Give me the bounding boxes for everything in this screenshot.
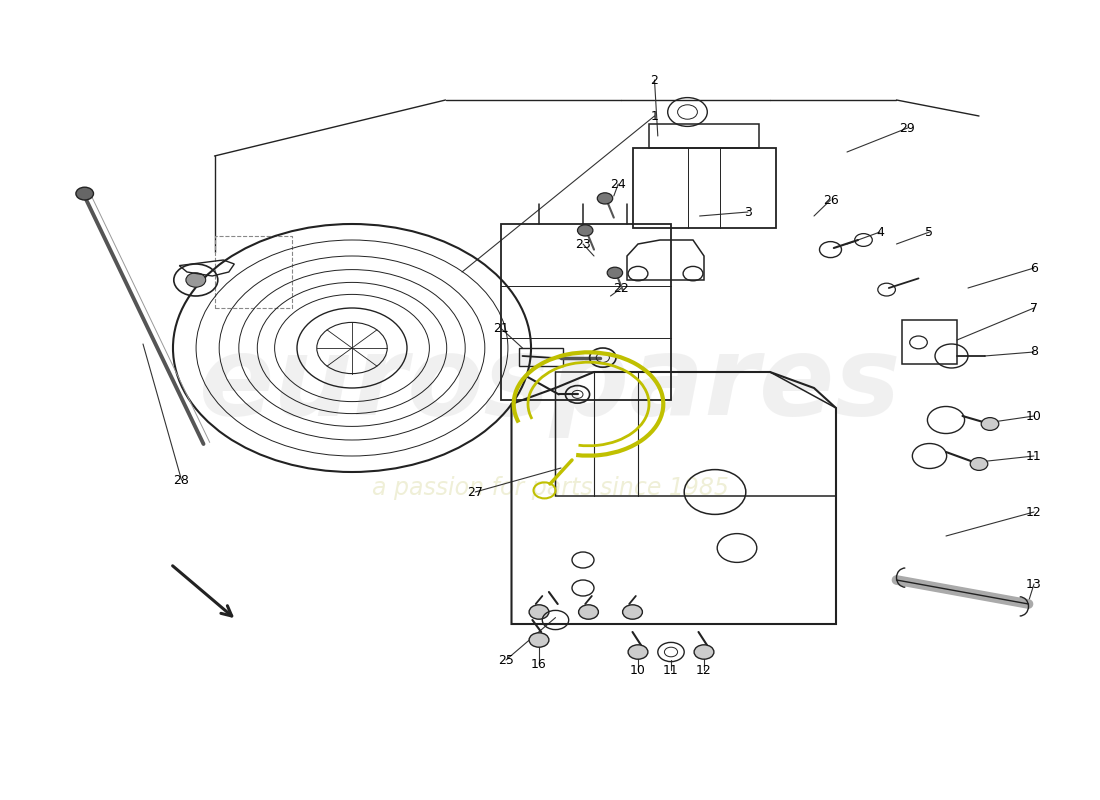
Text: 27: 27: [468, 486, 483, 498]
Circle shape: [597, 193, 613, 204]
Text: 24: 24: [610, 178, 626, 190]
Circle shape: [579, 605, 598, 619]
Circle shape: [76, 187, 94, 200]
Text: 10: 10: [1026, 410, 1042, 422]
Text: a passion for parts since 1985: a passion for parts since 1985: [372, 476, 728, 500]
Text: 29: 29: [900, 122, 915, 134]
Text: 16: 16: [531, 658, 547, 670]
Text: 12: 12: [1026, 506, 1042, 518]
Circle shape: [529, 605, 549, 619]
Text: 6: 6: [1030, 262, 1038, 274]
Text: 4: 4: [876, 226, 884, 238]
Text: 21: 21: [493, 322, 508, 334]
Text: 22: 22: [614, 282, 629, 294]
Circle shape: [578, 225, 593, 236]
Circle shape: [529, 633, 549, 647]
Text: 7: 7: [1030, 302, 1038, 314]
Circle shape: [981, 418, 999, 430]
Text: 12: 12: [696, 664, 712, 677]
Text: 13: 13: [1026, 578, 1042, 590]
Text: 11: 11: [1026, 450, 1042, 462]
Text: 8: 8: [1030, 346, 1038, 358]
Text: 5: 5: [925, 226, 934, 238]
Circle shape: [628, 645, 648, 659]
Text: 3: 3: [744, 206, 752, 218]
Text: 2: 2: [650, 74, 659, 86]
Text: 28: 28: [174, 474, 189, 486]
Circle shape: [186, 273, 206, 287]
Circle shape: [694, 645, 714, 659]
Circle shape: [970, 458, 988, 470]
Text: 10: 10: [630, 664, 646, 677]
Text: 26: 26: [823, 194, 838, 206]
Text: 25: 25: [498, 654, 514, 666]
Text: 1: 1: [650, 110, 659, 122]
Text: 23: 23: [575, 238, 591, 250]
Text: 11: 11: [663, 664, 679, 677]
Circle shape: [623, 605, 642, 619]
Circle shape: [607, 267, 623, 278]
Text: eurospares: eurospares: [199, 330, 901, 438]
